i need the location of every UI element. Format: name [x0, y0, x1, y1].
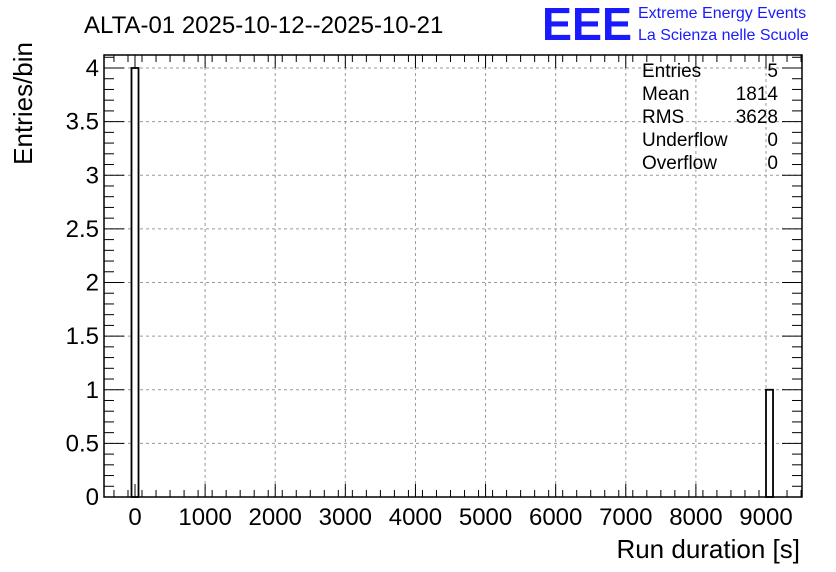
- y-tick-label: 0.5: [66, 430, 99, 457]
- eee-logo-line1: Extreme Energy Events: [638, 5, 806, 22]
- x-tick-label: 8000: [669, 504, 722, 531]
- x-tick-label: 0: [128, 504, 141, 531]
- histogram-bar: [130, 67, 140, 498]
- y-tick-label: 2.5: [66, 216, 99, 243]
- eee-logo: EEE Extreme Energy Events La Scienza nel…: [542, 0, 809, 50]
- x-tick-labels: 0 1000 2000 3000 4000 5000 6000 7000 8000 9000: [128, 504, 792, 531]
- stats-value: 3628: [736, 107, 778, 128]
- axis-ticks: [104, 55, 802, 498]
- x-tick-label: 1000: [178, 504, 231, 531]
- y-tick-label: 3: [86, 162, 99, 189]
- eee-logo-mark: EEE: [542, 0, 632, 50]
- y-tick-label: 2: [86, 270, 99, 297]
- y-tick-label: 1.5: [66, 323, 99, 350]
- x-tick-label: 6000: [529, 504, 582, 531]
- y-tick-labels: 0 0.5 1 1.5 2 2.5 3 3.5 4: [66, 55, 99, 511]
- y-tick-label: 4: [86, 55, 99, 82]
- stats-value: 5: [767, 61, 778, 82]
- y-tick-label: 0: [86, 484, 99, 511]
- x-tick-label: 5000: [459, 504, 512, 531]
- stats-box: Entries 5 Mean 1814 RMS 3628 Underflow 0 Overflo…: [642, 61, 778, 174]
- x-tick-label: 3000: [319, 504, 372, 531]
- eee-logo-line2: La Scienza nelle Scuole: [638, 27, 809, 44]
- x-axis-label: Run duration [s]: [616, 534, 800, 564]
- y-tick-label: 1: [86, 377, 99, 404]
- y-tick-label: 3.5: [66, 109, 99, 136]
- stats-value: 1814: [736, 84, 779, 105]
- stats-label: Mean: [642, 84, 690, 105]
- stats-label: Overflow: [642, 153, 717, 174]
- stats-label: Underflow: [642, 130, 728, 151]
- stats-label: Entries: [642, 61, 701, 82]
- stats-label: RMS: [642, 107, 684, 128]
- histogram-bar: [765, 388, 774, 498]
- x-tick-label: 7000: [599, 504, 652, 531]
- x-tick-label: 4000: [389, 504, 442, 531]
- stats-value: 0: [767, 130, 778, 151]
- x-tick-label: 2000: [249, 504, 302, 531]
- chart-title: ALTA-01 2025-10-12--2025-10-21: [84, 12, 443, 39]
- plot-frame: [103, 54, 803, 498]
- y-axis-label: Entries/bin: [8, 42, 38, 165]
- grid: [104, 55, 802, 497]
- x-tick-label: 9000: [739, 504, 792, 531]
- stats-value: 0: [767, 153, 778, 174]
